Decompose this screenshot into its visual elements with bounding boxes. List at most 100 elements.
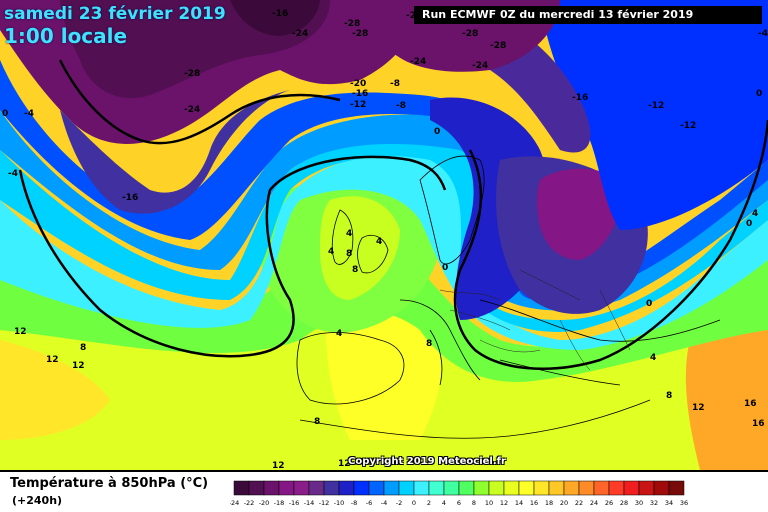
legend-tick-label: 10 <box>485 499 493 507</box>
legend-tick-label: 18 <box>545 499 553 507</box>
legend-swatch <box>548 480 565 496</box>
legend-tick-label: -20 <box>259 499 270 507</box>
isotherm-labels: -16-28-28-24-2-4-28-28-24-24-28-20-16-12… <box>2 9 768 470</box>
legend-tick-label: -10 <box>334 499 345 507</box>
isotherm-label: 8 <box>346 249 352 259</box>
isotherm-label: -24 <box>410 57 426 67</box>
isotherm-arctic <box>58 59 341 145</box>
legend-footer: Température à 850hPa (°C) (+240h) -24 -22… <box>0 470 768 512</box>
isotherm-label: -4 <box>24 109 34 119</box>
isotherm-label: -28 <box>490 41 506 51</box>
legend-swatch <box>413 480 430 496</box>
legend-swatch <box>428 480 445 496</box>
legend-tick-label: 34 <box>665 499 673 507</box>
legend-swatch <box>488 480 505 496</box>
isotherm-label: 0 <box>2 109 8 119</box>
isotherm-label: -12 <box>680 121 696 131</box>
isotherm-label: -28 <box>344 19 360 29</box>
legend-swatch <box>638 480 655 496</box>
color-scale-legend: -24-22-20-18-16-14-12-10-8-6-4-202468101… <box>230 480 688 507</box>
legend-swatch <box>293 480 310 496</box>
legend-tick-label: 4 <box>442 499 446 507</box>
isotherm-label: -28 <box>462 29 478 39</box>
temp-band-deepblue <box>0 60 768 300</box>
legend-tick-label: 6 <box>457 499 461 507</box>
legend-swatch <box>353 480 370 496</box>
legend-swatch <box>608 480 625 496</box>
isotherm-zero-east <box>453 119 768 370</box>
isotherm-label: 12 <box>338 459 351 469</box>
legend-tick-label: 36 <box>680 499 688 507</box>
legend-swatch <box>338 480 355 496</box>
temp-band-orange-west <box>0 340 110 440</box>
legend-swatch <box>443 480 460 496</box>
temp-band-yellowgreen-core <box>320 196 400 300</box>
isotherm-label: -2 <box>406 11 416 21</box>
legend-tick-label: 2 <box>427 499 431 507</box>
legend-tick-label: -12 <box>319 499 330 507</box>
isotherm-label: -16 <box>122 193 138 203</box>
legend-swatch <box>263 480 280 496</box>
isotherm-label: 0 <box>746 219 752 229</box>
legend-swatch <box>308 480 325 496</box>
legend-swatch <box>323 480 340 496</box>
isotherm-label: 12 <box>272 461 285 470</box>
isotherm-label: -12 <box>648 101 664 111</box>
legend-swatch <box>473 480 490 496</box>
isotherm-label: -12 <box>350 100 366 110</box>
legend-tick-label: -22 <box>244 499 255 507</box>
legend-tick-label: -14 <box>304 499 315 507</box>
isotherm-label: 16 <box>744 399 757 409</box>
isotherm-label: 4 <box>346 229 352 239</box>
isotherm-label: 12 <box>14 327 27 337</box>
isotherm-label: -16 <box>272 9 288 19</box>
isotherm-label: -28 <box>184 69 200 79</box>
legend-tick-label: -8 <box>351 499 357 507</box>
legend-swatch <box>668 480 685 496</box>
isotherm-label: -4 <box>758 29 768 39</box>
legend-tick-label: -6 <box>366 499 372 507</box>
isotherm-label: 0 <box>442 263 448 273</box>
legend-tick-label: 12 <box>500 499 508 507</box>
isotherm-label: 12 <box>72 361 85 371</box>
isotherm-label: -8 <box>390 79 400 89</box>
legend-swatch <box>398 480 415 496</box>
isotherm-label: 8 <box>80 343 86 353</box>
isotherm-zero-west <box>18 155 447 358</box>
isotherm-label: 16 <box>752 419 765 429</box>
isotherm-label: -8 <box>396 101 406 111</box>
legend-tick-label: 22 <box>575 499 583 507</box>
legend-swatch <box>533 480 550 496</box>
temp-band-orange-east <box>685 330 768 470</box>
isotherm-label: -24 <box>292 29 308 39</box>
legend-swatch <box>518 480 535 496</box>
legend-tick-label: -4 <box>381 499 387 507</box>
borders <box>439 269 631 371</box>
legend-tick-label: 30 <box>635 499 643 507</box>
legend-swatch <box>458 480 475 496</box>
legend-title: Température à 850hPa (°C) <box>10 476 209 491</box>
legend-tick-label: -24 <box>230 499 239 507</box>
map-title: samedi 23 février 2019 1:00 locale <box>4 4 226 48</box>
legend-swatch <box>503 480 520 496</box>
cold-core-russia <box>536 168 621 260</box>
legend-swatch <box>578 480 595 496</box>
isotherm-label: 0 <box>434 127 440 137</box>
isotherm-label: 12 <box>692 403 705 413</box>
legend-swatch <box>383 480 400 496</box>
legend-tick-label: 24 <box>590 499 598 507</box>
forecast-time: 1:00 locale <box>4 24 128 48</box>
isotherm-label: 8 <box>666 391 672 401</box>
legend-swatch <box>623 480 640 496</box>
legend-tick-label: 0 <box>412 499 416 507</box>
legend-subtitle: (+240h) <box>12 494 63 507</box>
isotherm-label: -20 <box>350 79 366 89</box>
coastlines <box>296 155 721 439</box>
isotherm-label: 8 <box>352 265 358 275</box>
isotherm-label: -28 <box>352 29 368 39</box>
isotherm-label: 8 <box>426 339 432 349</box>
legend-swatch <box>653 480 670 496</box>
legend-swatch <box>563 480 580 496</box>
legend-tick-label: -16 <box>289 499 300 507</box>
isotherm-label: 0 <box>756 89 762 99</box>
